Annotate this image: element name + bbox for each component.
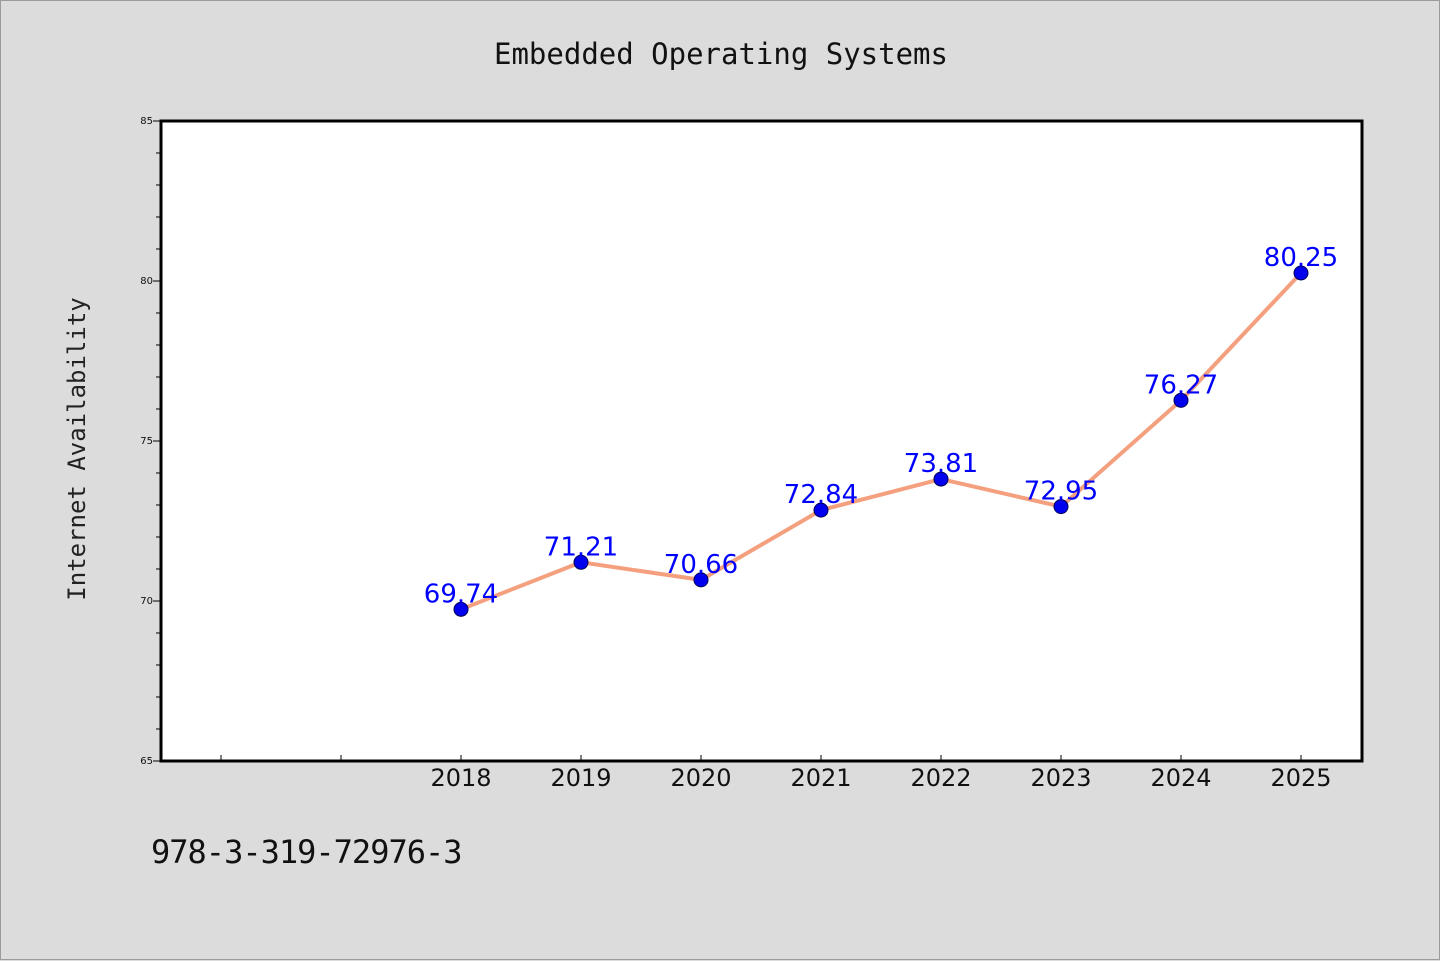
series-line-group xyxy=(453,265,1309,617)
y-tick-label: 70 xyxy=(140,596,153,607)
data-label: 76.27 xyxy=(1144,370,1218,400)
data-label: 73.81 xyxy=(904,449,978,479)
data-point xyxy=(573,554,589,570)
data-point xyxy=(1173,392,1189,408)
plot-area xyxy=(159,119,1364,763)
x-tick-label: 2018 xyxy=(430,764,491,792)
x-tick-label: 2021 xyxy=(790,764,851,792)
data-label: 71.21 xyxy=(544,532,618,562)
x-tick-label: 2025 xyxy=(1270,764,1331,792)
data-point xyxy=(813,502,829,518)
x-tick-label: 2020 xyxy=(670,764,731,792)
data-point xyxy=(693,572,709,588)
y-tick-label: 85 xyxy=(140,116,153,127)
y-tick-label: 80 xyxy=(140,276,153,287)
data-label: 80.25 xyxy=(1264,243,1338,273)
x-tick-label: 2024 xyxy=(1150,764,1211,792)
data-label: 72.84 xyxy=(784,480,858,510)
x-axis-ticks: 2018 2019 2020 2021 2022 2023 2024 2025 xyxy=(220,755,1332,792)
data-label: 70.66 xyxy=(664,550,738,580)
x-tick-label: 2023 xyxy=(1030,764,1091,792)
data-point xyxy=(1293,265,1309,281)
footer-code: 978-3-319-72976-3 xyxy=(151,833,463,871)
data-point xyxy=(453,601,469,617)
chart-title: Embedded Operating Systems xyxy=(494,37,948,71)
data-labels-group: 69.74 71.21 70.66 72.84 73.81 72.95 76.27 80.25 xyxy=(424,243,1338,609)
data-point xyxy=(1053,499,1069,515)
y-axis-ticks: 65 70 75 80 85 xyxy=(140,116,161,767)
data-label: 69.74 xyxy=(424,579,498,609)
y-axis-label: Internet Availability xyxy=(63,297,91,600)
y-tick-label: 75 xyxy=(140,436,153,447)
data-label: 72.95 xyxy=(1024,477,1098,507)
x-tick-label: 2022 xyxy=(910,764,971,792)
x-tick-label: 2019 xyxy=(550,764,611,792)
data-point xyxy=(933,471,949,487)
y-tick-label: 65 xyxy=(140,756,153,767)
series-line xyxy=(460,271,1303,612)
